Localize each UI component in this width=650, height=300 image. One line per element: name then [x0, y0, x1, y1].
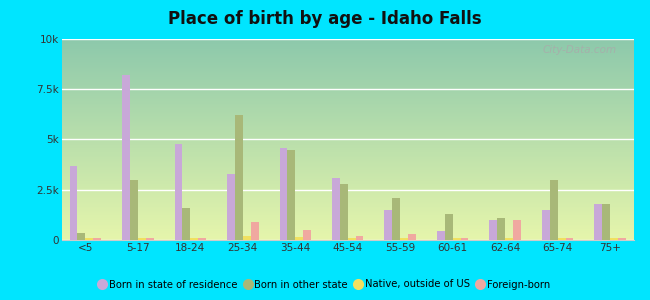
- Bar: [122, 75, 130, 240]
- Bar: [198, 238, 206, 240]
- Bar: [235, 116, 243, 240]
- Bar: [251, 222, 259, 240]
- Bar: [175, 143, 183, 240]
- Bar: [497, 218, 505, 240]
- Bar: [243, 236, 251, 240]
- Bar: [332, 178, 340, 240]
- Bar: [550, 180, 558, 240]
- Bar: [183, 208, 190, 240]
- Bar: [610, 238, 618, 240]
- Bar: [594, 204, 603, 240]
- Bar: [85, 238, 93, 240]
- Bar: [505, 238, 513, 240]
- Bar: [70, 166, 77, 240]
- Bar: [385, 210, 393, 240]
- Bar: [393, 198, 400, 240]
- Bar: [542, 210, 550, 240]
- Bar: [130, 180, 138, 240]
- Bar: [558, 238, 566, 240]
- Bar: [513, 220, 521, 240]
- Bar: [618, 238, 626, 240]
- Bar: [452, 238, 461, 240]
- Bar: [340, 184, 348, 240]
- Text: City-Data.com: City-Data.com: [543, 45, 617, 55]
- Bar: [400, 238, 408, 240]
- Bar: [227, 174, 235, 240]
- Bar: [348, 238, 356, 240]
- Bar: [356, 236, 363, 240]
- Bar: [461, 238, 469, 240]
- Bar: [280, 148, 287, 240]
- Bar: [287, 149, 295, 240]
- Bar: [146, 238, 153, 240]
- Bar: [77, 233, 85, 240]
- Bar: [138, 238, 146, 240]
- Bar: [408, 234, 416, 240]
- Bar: [295, 237, 303, 240]
- Bar: [303, 230, 311, 240]
- Text: Place of birth by age - Idaho Falls: Place of birth by age - Idaho Falls: [168, 11, 482, 28]
- Bar: [566, 238, 573, 240]
- Bar: [190, 238, 198, 240]
- Legend: Born in state of residence, Born in other state, Native, outside of US, Foreign-: Born in state of residence, Born in othe…: [96, 275, 554, 293]
- Bar: [437, 231, 445, 240]
- Bar: [489, 220, 497, 240]
- Bar: [93, 238, 101, 240]
- Bar: [603, 204, 610, 240]
- Bar: [445, 214, 452, 240]
